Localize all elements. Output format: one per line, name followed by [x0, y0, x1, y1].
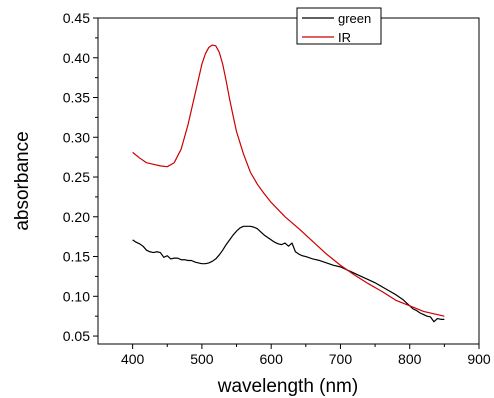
- y-tick-label: 0.35: [63, 90, 90, 106]
- y-tick-label: 0.45: [63, 10, 90, 26]
- y-tick-label: 0.05: [63, 328, 90, 344]
- x-tick-label: 500: [190, 351, 214, 367]
- legend-label-ir: IR: [338, 30, 351, 45]
- y-tick-label: 0.20: [63, 209, 90, 225]
- legend-label-green: green: [338, 11, 371, 26]
- y-tick-label: 0.10: [63, 288, 90, 304]
- plot-frame: [97, 17, 480, 345]
- series-line-green: [132, 225, 445, 323]
- y-tick-label: 0.25: [63, 169, 90, 185]
- y-tick-label: 0.40: [63, 50, 90, 66]
- x-tick-label: 600: [260, 351, 284, 367]
- x-axis-title: wavelength (nm): [217, 376, 358, 397]
- series-layer: [132, 44, 445, 323]
- y-tick-label: 0.15: [63, 249, 90, 265]
- y-axis-title: absorbance: [12, 131, 33, 230]
- x-tick-label: 800: [398, 351, 422, 367]
- y-axis: 0.05 0.10 0.15 0.20 0.25 0.30 0.35 0.40 0.45: [63, 10, 98, 344]
- x-tick-label: 900: [467, 351, 491, 367]
- x-axis: 400 500 600 700 800 900: [121, 344, 491, 367]
- y-tick-label: 0.30: [63, 129, 90, 145]
- x-tick-label: 700: [329, 351, 353, 367]
- legend-box: [296, 7, 382, 45]
- series-line-ir: [132, 44, 445, 317]
- x-tick-label: 400: [121, 351, 145, 367]
- legend: green IR: [296, 7, 382, 45]
